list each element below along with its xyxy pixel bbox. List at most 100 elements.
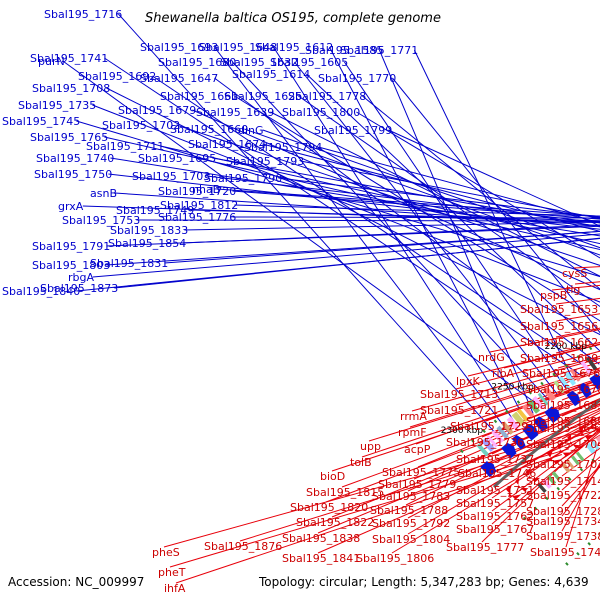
reverse-gene-label: Sbal195_1714 [526,475,600,488]
forward-leader-line [232,216,600,219]
forward-cog-block [481,437,495,452]
forward-leader-line [118,13,502,441]
reverse-gene-label: pheS [152,546,180,559]
forward-cog-block [486,435,498,448]
reverse-leader-line [561,462,600,532]
forward-gene-label: Sbal195_1660 [170,123,248,136]
reverse-gene-label: Sbal195_1713 [420,388,498,401]
reverse-gene-label: lpxK [456,375,481,388]
reverse-gene-label: cysS [562,267,587,280]
reverse-gene-label: Sbal195_1822 [296,516,374,529]
forward-gene-arrow [544,406,561,424]
reverse-leader-line [561,456,600,491]
reverse-leader-line [561,465,600,517]
forward-cog-block [527,399,540,414]
forward-gene-label: nhaB [192,183,220,196]
reverse-gene-label: Sbal195_1656 [520,320,598,333]
forward-gene-arrow [578,382,592,398]
reverse-gene-label: Sbal195_1736 [446,436,524,449]
forward-gene-label: Sbal195_1799 [314,124,392,137]
reverse-leader-line [455,350,600,390]
forward-gene-label: Sbal195_1585 [305,44,383,57]
reverse-gene-label: Sbal195_1678 [526,383,600,396]
forward-leader-line [300,160,600,219]
forward-cog-block [569,368,581,382]
forward-gene-label: Sbal195_1708 [32,82,110,95]
reverse-leader-line [489,328,600,353]
reverse-leader-line [561,464,600,507]
forward-gene-label: Sbal195_1661 [160,90,238,103]
forward-gene-label: Sbal195_1647 [140,72,218,85]
forward-cog-block [558,376,571,390]
forward-gene-label: Sbal195_1692 [78,70,156,83]
reverse-leader-line [317,416,600,534]
forward-leader-line [176,124,600,266]
forward-gene-arrow [522,424,539,441]
forward-gene-label: Sbal195_1741 [30,52,108,65]
reverse-gene-label: nrdG [478,351,505,364]
forward-leader-line [413,49,575,383]
forward-gene-label: grxA [58,200,84,213]
reverse-leader-line [163,426,599,548]
reverse-cog-block [551,471,561,481]
reverse-gene-arrow [547,448,563,465]
forward-gene-label: asnB [90,187,117,200]
reverse-gene-label: Sbal195_1734 [526,515,600,528]
reverse-leader-line [485,379,600,422]
forward-gene-label: Sbal195_1674 [188,138,266,151]
reverse-leader-line [455,361,600,406]
reverse-leader-line [325,399,600,503]
forward-cog-block [564,371,577,386]
reverse-gene-label: Sbal195_1838 [282,532,360,545]
forward-gene-label: Sbal195_1793 [226,155,304,168]
forward-leader-line [388,129,600,227]
forward-gene-label: Sbal195_1840 [2,285,80,298]
forward-gene-label: Sbal195_1800 [282,106,360,119]
reverse-gene-label: Sbal195_1775 [382,466,460,479]
forward-leader-line [234,204,600,217]
forward-leader-line [190,209,600,222]
reverse-leader-line [407,421,600,535]
reverse-gene-label: Sbal195_1804 [372,533,450,546]
reverse-gene-label: Sbal195_1669 [520,352,598,365]
forward-gene-label: Sbal195_1639 [196,106,274,119]
forward-cog-block [580,360,592,375]
forward-leader-line [270,111,600,277]
forward-gene-label: Sbal195_1702 [102,119,180,132]
gene-labels: 1850 kbp1900 kbp1950 kbp2000 kbp2050 kbp… [2,8,600,595]
reverse-gene-label: upp [360,440,381,453]
reverse-leader-line [391,442,577,554]
forward-cog-block [522,404,535,418]
forward-gene-label: Sbal195_1753 [62,214,140,227]
forward-gene-label: Sbal195_1693 [140,41,218,54]
reverse-gene-label: acpP [404,443,431,456]
reverse-gene-label: Sbal195_1653 [520,303,598,316]
reverse-gene-arrow [557,441,571,457]
forward-gene-arrow [501,442,517,459]
reverse-gene-label: pspB [540,289,567,302]
reverse-gene-label: Sbal195_1662 [520,336,598,349]
reverse-gene-arrow [589,417,600,432]
reverse-leader-line [239,431,591,542]
forward-gene-label: Sbal195_1625 [224,90,302,103]
forward-gene-label: Sbal195_1605 [270,56,348,69]
reverse-leader-line [467,343,600,377]
forward-gene-label: Sbal195_1703 [132,170,210,183]
accession-text: Accession: NC_009997 [8,575,144,589]
reverse-cog-block [585,442,596,454]
reverse-gene-label: tig [566,283,580,296]
reverse-leader-line [409,367,600,428]
reverse-gene-label: Sbal195_1738 [526,530,600,543]
forward-gene-label: Sbal195_1833 [110,224,188,237]
forward-gene-label: Sbal195_1873 [40,282,118,295]
reverse-gene-arrow [567,434,580,449]
reverse-leader-line [407,403,600,492]
backbone-ring [492,398,600,489]
forward-leader-line [214,46,510,434]
forward-gene-label: Sbal195_1771 [340,44,418,57]
forward-gene-label: Sbal195_1831 [90,257,168,270]
forward-gene-label: Sbal195_1740 [36,152,114,165]
reverse-gene-label: Sbal195_1746 [458,467,536,480]
forward-gene-label: dinG [238,124,264,137]
